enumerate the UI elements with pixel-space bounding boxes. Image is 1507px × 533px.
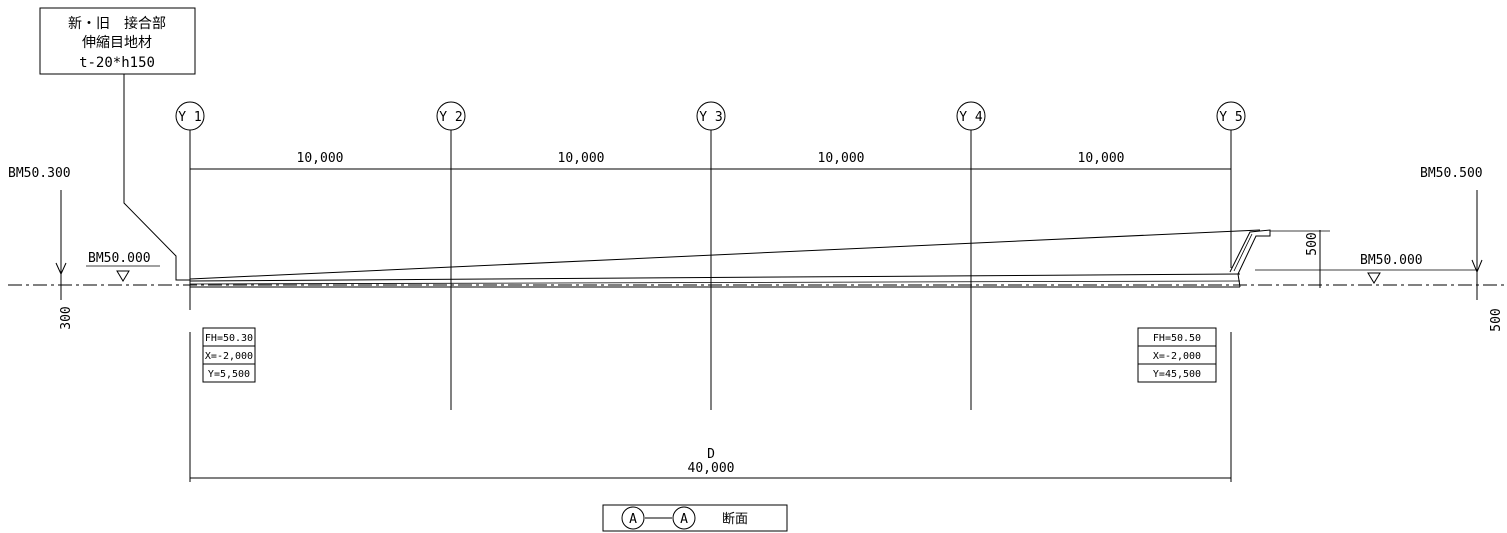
bm-right-top: BM50.500 — [1420, 166, 1483, 181]
bm-right-offset: 500 — [1489, 308, 1504, 331]
grid-bubble-y5: Y 5 — [1216, 101, 1246, 131]
bm-right-level: BM50.000 — [1360, 253, 1423, 268]
slope-line — [189, 229, 1261, 280]
bm-left-top: BM50.300 — [8, 166, 71, 181]
svg-text:Y 2: Y 2 — [439, 110, 462, 125]
right-end-wall-hatch — [1233, 233, 1253, 272]
svg-text:Y 3: Y 3 — [699, 110, 722, 125]
left-info-x: X=-2,000 — [205, 351, 253, 362]
bm-left-offset: 300 — [59, 306, 74, 329]
svg-text:Y 4: Y 4 — [959, 110, 983, 125]
grid-bubble-y2: Y 2 — [436, 101, 466, 131]
right-info-y: Y=45,500 — [1153, 369, 1201, 380]
callout-box — [39, 7, 196, 75]
svg-text:Y 1: Y 1 — [178, 110, 201, 125]
section-mark-2-circle — [672, 506, 696, 530]
bm-left-level-triangle — [116, 270, 130, 282]
left-info-y: Y=5,500 — [208, 369, 250, 380]
right-info-table — [1137, 327, 1217, 383]
span-label-4: 10,000 — [1078, 151, 1125, 166]
left-info-table — [202, 327, 256, 383]
right-info-x: X=-2,000 — [1153, 351, 1201, 362]
bm-left-arrow-head — [55, 262, 67, 276]
overall-value: 40,000 — [688, 461, 735, 476]
bm-right-arrow-head — [1471, 259, 1483, 274]
callout-line-3: t-20*h150 — [79, 55, 155, 71]
bm-left-level: BM50.000 — [88, 251, 151, 266]
grid-bubble-y1: Y 1 — [175, 101, 205, 131]
slab-mid — [189, 280, 1241, 285]
right-info-fh: FH=50.50 — [1153, 333, 1201, 344]
span-label-2: 10,000 — [558, 151, 605, 166]
right-end-wall — [1229, 229, 1271, 288]
left-info-fh: FH=50.30 — [205, 333, 253, 344]
section-mark-1-circle — [621, 506, 645, 530]
span-label-3: 10,000 — [818, 151, 865, 166]
section-title-suffix: 断面 — [722, 512, 748, 527]
overall-label: D — [707, 447, 715, 462]
bm-right-level-triangle — [1367, 272, 1381, 284]
section-mark-1: A — [629, 512, 637, 527]
section-mark-2: A — [680, 512, 688, 527]
grid-bubble-y3: Y 3 — [696, 101, 726, 131]
section-title-box — [602, 504, 788, 532]
callout-line-2: 伸縮目地材 — [82, 35, 152, 51]
callout-leader — [123, 74, 190, 281]
grid-bubble-y4: Y 4 — [956, 101, 986, 131]
step-height-label: 500 — [1305, 232, 1320, 255]
svg-text:Y 5: Y 5 — [1219, 110, 1242, 125]
callout-line-1: 新・旧 接合部 — [68, 15, 166, 32]
span-label-1: 10,000 — [297, 151, 344, 166]
slab-top — [189, 273, 1241, 282]
